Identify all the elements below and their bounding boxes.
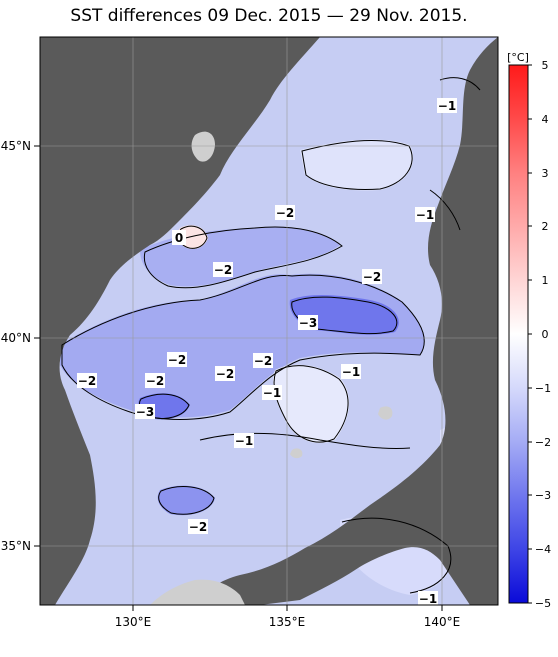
lat-tick-label: 40°N <box>1 331 31 345</box>
contour-labels: 0 −2 −2 −1 −1 −2 −3 −2 −2 −2 −2 −2 −3 −1… <box>77 98 457 606</box>
map-frame <box>39 36 499 606</box>
colorbar-tick-label: 3 <box>542 167 549 180</box>
land-island-north <box>191 131 215 162</box>
contour-label: −1 <box>419 592 437 606</box>
contour-label: −1 <box>342 365 360 379</box>
lat-tick-label: 35°N <box>1 539 31 553</box>
contour-minus1-north <box>301 140 413 190</box>
graticule <box>40 37 498 605</box>
lon-tick-label: 135°E <box>269 615 306 629</box>
land-asia-korea <box>40 37 320 605</box>
colorbar-tick-label: −2 <box>535 436 551 449</box>
contour-minus1-far-north <box>439 77 481 91</box>
colorbar-tick-label: 5 <box>542 59 549 72</box>
colorbar-tick-label: −4 <box>535 543 551 556</box>
contour-label: −2 <box>168 353 186 367</box>
land-oki <box>290 448 303 459</box>
colorbar-tick-label: 1 <box>542 274 549 287</box>
map-title: SST differences 09 Dec. 2015 — 29 Nov. 2… <box>70 6 468 26</box>
contour-label: −2 <box>78 374 96 388</box>
contour-minus2-north <box>143 226 343 289</box>
contour-label: −1 <box>235 434 253 448</box>
contour-label: −2 <box>254 354 272 368</box>
contour-minus1-center <box>273 365 349 443</box>
cold-patch-south <box>157 485 215 516</box>
contour-label: −2 <box>276 206 294 220</box>
contour-label: −1 <box>416 208 434 222</box>
contour-label: −2 <box>363 270 381 284</box>
lon-tick-label: 140°E <box>424 615 461 629</box>
land-japan <box>200 37 498 605</box>
contour-label: −2 <box>189 520 207 534</box>
warm-patch-north <box>300 139 414 191</box>
contour-minus1-south <box>199 432 411 449</box>
colorbar-tick-label: 2 <box>542 220 549 233</box>
contour-label: −2 <box>216 367 234 381</box>
contour-label: −1 <box>263 386 281 400</box>
frame-ticks <box>34 145 443 611</box>
contour-label: −2 <box>146 374 164 388</box>
colorbar-tick-label: −5 <box>535 597 551 610</box>
colorbar-tick-label: −1 <box>535 382 551 395</box>
contour-label: −2 <box>214 263 232 277</box>
colorbar-unit: [°C] <box>507 51 529 64</box>
lon-tick-label: 130°E <box>115 615 152 629</box>
colorbar-tick-marks <box>528 64 532 604</box>
colorbar: [°C] 5 4 3 2 1 0 −1 −2 −3 −4 −5 <box>507 51 551 610</box>
colorbar-tick-label: 4 <box>542 113 549 126</box>
contour-label: −1 <box>438 99 456 113</box>
contour-label: −3 <box>136 405 154 419</box>
warm-patch-minus1 <box>273 364 350 444</box>
land-sado <box>378 406 393 420</box>
land-kyushu <box>150 579 245 605</box>
contour-label: −3 <box>299 316 317 330</box>
colorbar-tick-label: 0 <box>542 328 549 341</box>
colorbar-ramp <box>508 64 529 604</box>
contour-minus2-south <box>158 486 215 515</box>
land <box>40 37 498 605</box>
contour-label: 0 <box>175 231 183 245</box>
colorbar-tick-label: −3 <box>535 489 551 502</box>
lat-tick-label: 45°N <box>1 139 31 153</box>
contour-minus1-east <box>429 189 461 231</box>
